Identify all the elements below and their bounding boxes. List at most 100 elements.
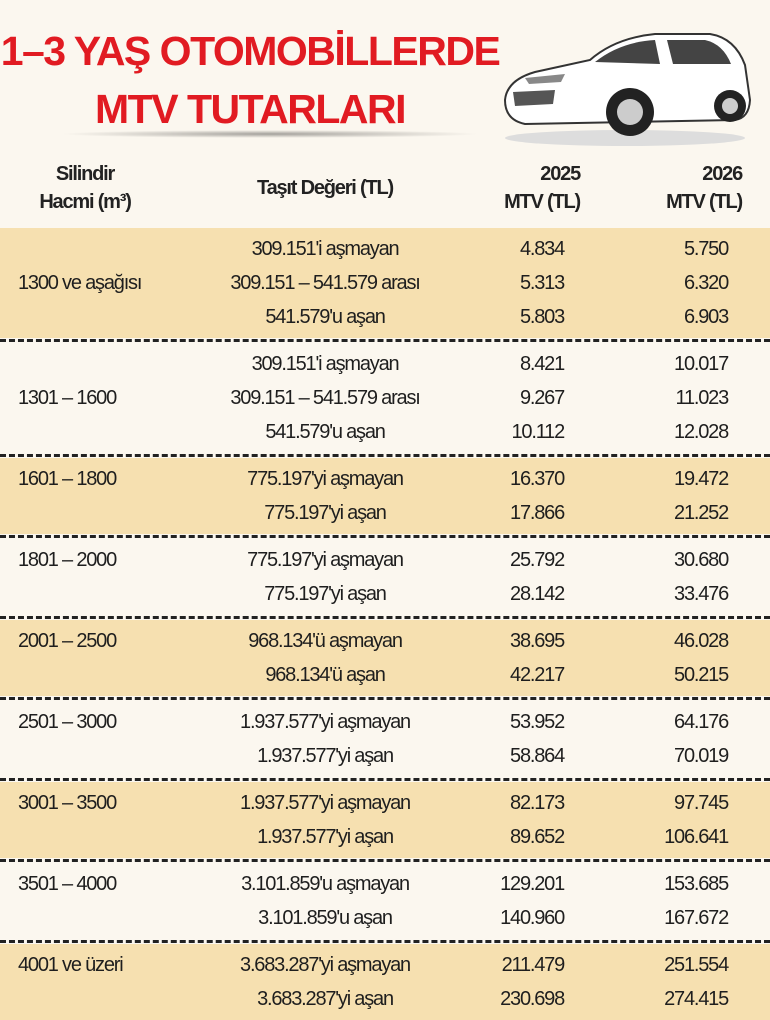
vehicle-value: 1.937.577'yi aşmayan	[240, 711, 411, 733]
title-line-1: 1–3 YAŞ OTOMOBİLLERDE	[0, 28, 501, 74]
group-divider	[0, 616, 770, 619]
table-row: 2501 – 3000 1.937.577'yi aşmayan 53.952 64.…	[0, 705, 770, 739]
mtv-2026: 70.019	[674, 745, 729, 767]
car-icon	[503, 33, 752, 146]
header-2025-year: 2025	[540, 163, 581, 185]
mtv-2025: 58.864	[510, 745, 565, 767]
cylinder-range: 2501 – 3000	[18, 711, 117, 733]
vehicle-value: 775.197'yi aşan	[264, 583, 387, 605]
header-mtv-2026: 2026 MTV (TL)	[630, 160, 743, 216]
vehicle-value: 309.151'i aşmayan	[251, 353, 400, 375]
table-row: 3501 – 4000 3.101.859'u aşmayan 129.201 153…	[0, 867, 770, 901]
vehicle-value: 1.937.577'yi aşmayan	[240, 792, 411, 814]
mtv-2026: 19.472	[674, 468, 729, 490]
vehicle-value: 968.134'ü aşan	[265, 664, 386, 686]
cylinder-range: 1300 ve aşağısı	[18, 272, 142, 294]
group-divider	[0, 697, 770, 700]
vehicle-value: 3.683.287'yi aşan	[257, 988, 394, 1010]
group-divider	[0, 778, 770, 781]
mtv-2025: 53.952	[510, 711, 565, 733]
vehicle-value: 1.937.577'yi aşan	[257, 745, 394, 767]
table-row: 541.579'u aşan 5.803 6.903	[0, 300, 770, 334]
vehicle-value: 968.134'ü aşmayan	[248, 630, 403, 652]
mtv-2025: 129.201	[500, 873, 565, 895]
cylinder-range: 2001 – 2500	[18, 630, 117, 652]
header-cylinder: Silindir Hacmi (m³)	[20, 160, 150, 216]
mtv-2026: 6.320	[683, 272, 729, 294]
cylinder-range: 3001 – 3500	[18, 792, 117, 814]
mtv-2026: 251.554	[664, 954, 729, 976]
mtv-2025: 10.112	[511, 421, 566, 443]
table-row: 3001 – 3500 1.937.577'yi aşmayan 82.173 97.…	[0, 786, 770, 820]
group-divider	[0, 339, 770, 342]
header-value: Taşıt Değeri (TL)	[257, 177, 394, 199]
header-cylinder-line2: Hacmi (m³)	[39, 191, 132, 213]
mtv-2025: 42.217	[510, 664, 565, 686]
mtv-2025: 140.960	[500, 907, 565, 929]
cylinder-range: 1801 – 2000	[18, 549, 117, 571]
mtv-2026: 11.023	[675, 387, 730, 409]
mtv-2025: 5.803	[519, 306, 565, 328]
mtv-2025: 38.695	[510, 630, 565, 652]
mtv-2025: 4.834	[519, 238, 565, 260]
header-mtv-2025: 2025 MTV (TL)	[470, 160, 581, 216]
vehicle-value: 775.197'yi aşan	[264, 502, 387, 524]
table-row: 4001 ve üzeri 3.683.287'yi aşmayan 211.479…	[0, 948, 770, 982]
table-row: 1601 – 1800 775.197'yi aşmayan 16.370 19.47…	[0, 462, 770, 496]
mtv-2026: 167.672	[664, 907, 729, 929]
mtv-table: 309.151'i aşmayan 4.834 5.750 1300 ve aşağı…	[0, 228, 770, 1020]
mtv-2025: 9.267	[519, 387, 565, 409]
cylinder-range: 1601 – 1800	[18, 468, 117, 490]
vehicle-value: 3.101.859'u aşmayan	[241, 873, 410, 895]
vehicle-value: 3.683.287'yi aşmayan	[240, 954, 411, 976]
vehicle-value: 309.151'i aşmayan	[251, 238, 400, 260]
vehicle-value: 309.151 – 541.579 arası	[230, 387, 420, 409]
header-cylinder-line1: Silindir	[55, 163, 115, 185]
table-row: 3.101.859'u aşan 140.960 167.672	[0, 901, 770, 935]
mtv-2025: 211.479	[501, 954, 566, 976]
mtv-2026: 33.476	[674, 583, 729, 605]
mtv-2026: 5.750	[683, 238, 729, 260]
cylinder-group: 1601 – 1800 775.197'yi aşmayan 16.370 19.47…	[0, 458, 770, 534]
cylinder-group: 3001 – 3500 1.937.577'yi aşmayan 82.173 97.…	[0, 782, 770, 858]
table-row: 1801 – 2000 775.197'yi aşmayan 25.792 30.68…	[0, 543, 770, 577]
cylinder-group: 1801 – 2000 775.197'yi aşmayan 25.792 30.68…	[0, 539, 770, 615]
vehicle-value: 775.197'yi aşmayan	[247, 468, 404, 490]
table-row: 3.683.287'yi aşan 230.698 274.415	[0, 982, 770, 1016]
mtv-2026: 46.028	[674, 630, 729, 652]
table-row: 541.579'u aşan 10.112 12.028	[0, 415, 770, 449]
group-divider	[0, 940, 770, 943]
mtv-2026: 30.680	[674, 549, 729, 571]
table-row: 309.151'i aşmayan 4.834 5.750	[0, 232, 770, 266]
cylinder-group: 309.151'i aşmayan 4.834 5.750 1300 ve aşağı…	[0, 228, 770, 338]
vehicle-value: 309.151 – 541.579 arası	[230, 272, 420, 294]
mtv-2025: 16.370	[510, 468, 565, 490]
cylinder-group: 2501 – 3000 1.937.577'yi aşmayan 53.952 64.…	[0, 701, 770, 777]
cylinder-group: 309.151'i aşmayan 8.421 10.017 1301 – 1600 3…	[0, 343, 770, 453]
table-row: 775.197'yi aşan 17.866 21.252	[0, 496, 770, 530]
header-2025-unit: MTV (TL)	[504, 191, 581, 213]
group-divider	[0, 454, 770, 457]
vehicle-value: 541.579'u aşan	[265, 421, 386, 443]
mtv-2026: 50.215	[674, 664, 729, 686]
title-shadow	[60, 130, 480, 138]
mtv-2025: 230.698	[500, 988, 565, 1010]
mtv-2026: 153.685	[664, 873, 729, 895]
cylinder-group: 3501 – 4000 3.101.859'u aşmayan 129.201 153…	[0, 863, 770, 939]
table-row: 775.197'yi aşan 28.142 33.476	[0, 577, 770, 611]
table-row: 968.134'ü aşan 42.217 50.215	[0, 658, 770, 692]
table-row: 309.151'i aşmayan 8.421 10.017	[0, 347, 770, 381]
mtv-2025: 17.866	[510, 502, 565, 524]
cylinder-range: 3501 – 4000	[18, 873, 117, 895]
table-row: 2001 – 2500 968.134'ü aşmayan 38.695 46.028	[0, 624, 770, 658]
header-2026-unit: MTV (TL)	[666, 191, 743, 213]
vehicle-value: 3.101.859'u aşan	[258, 907, 393, 929]
mtv-2025: 28.142	[510, 583, 565, 605]
table-row: 1.937.577'yi aşan 58.864 70.019	[0, 739, 770, 773]
mtv-2026: 274.415	[664, 988, 729, 1010]
mtv-2026: 12.028	[674, 421, 729, 443]
mtv-2026: 106.641	[664, 826, 729, 848]
mtv-2025: 8.421	[519, 353, 565, 375]
table-row: 1300 ve aşağısı 309.151 – 541.579 arası 5.…	[0, 266, 770, 300]
vehicle-value: 1.937.577'yi aşan	[257, 826, 394, 848]
